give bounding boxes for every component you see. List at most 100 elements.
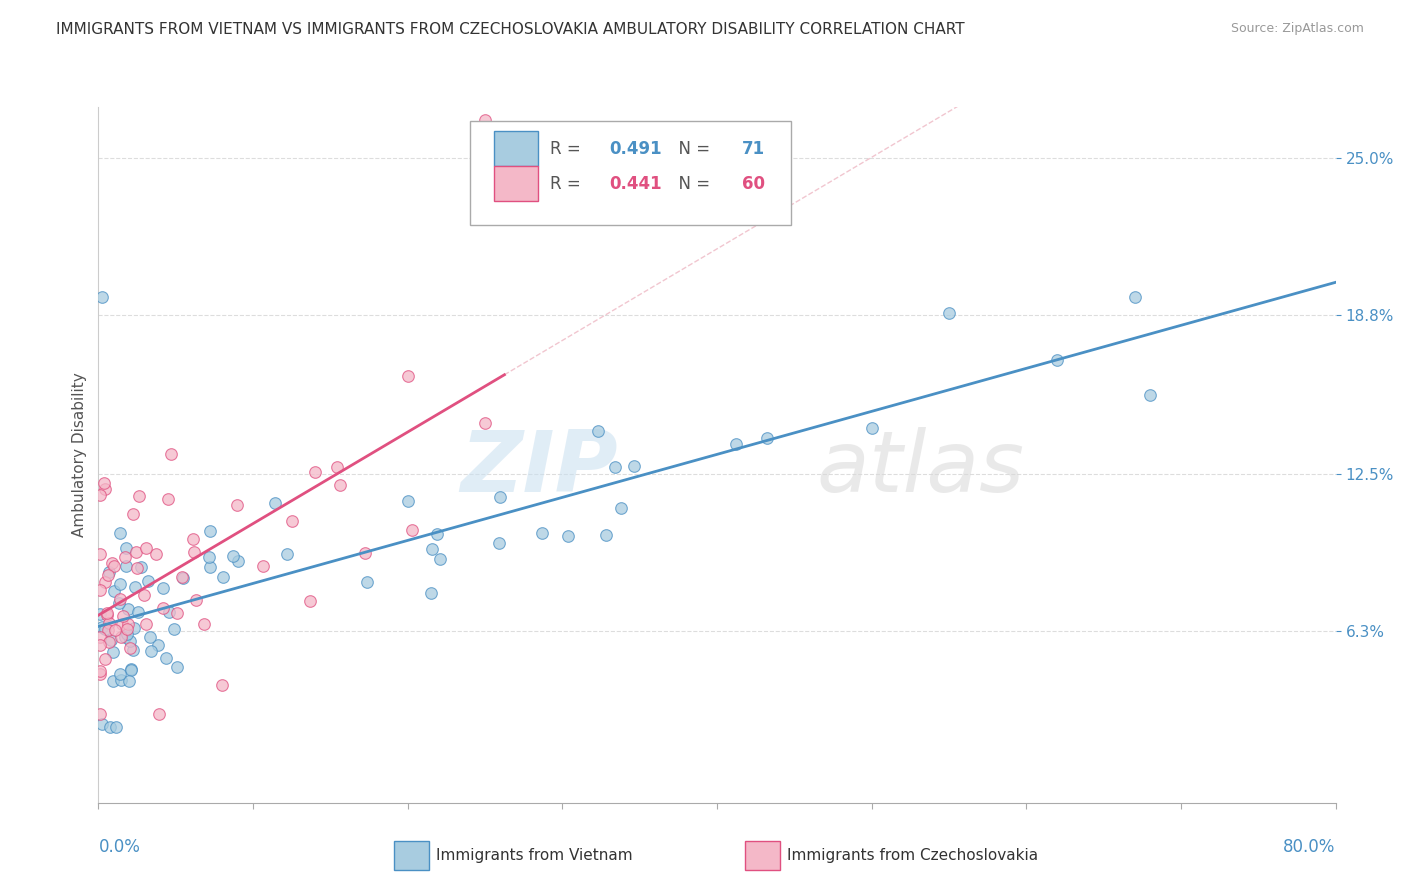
Point bbox=[1123, 290, 1146, 304]
Point bbox=[610, 501, 633, 516]
Text: Immigrants from Czechoslovakia: Immigrants from Czechoslovakia bbox=[787, 848, 1039, 863]
Point bbox=[129, 560, 152, 574]
Point bbox=[152, 581, 174, 595]
Point bbox=[429, 551, 451, 566]
Point bbox=[124, 621, 146, 635]
Text: 60: 60 bbox=[742, 175, 765, 193]
Point bbox=[166, 660, 188, 674]
Point bbox=[104, 623, 127, 637]
Point bbox=[138, 630, 160, 644]
Point bbox=[329, 478, 352, 492]
Point bbox=[163, 622, 186, 636]
Point bbox=[1046, 352, 1069, 367]
Point bbox=[193, 617, 215, 632]
Point bbox=[108, 666, 131, 681]
Point bbox=[159, 447, 181, 461]
Point bbox=[120, 661, 142, 675]
Point bbox=[127, 606, 149, 620]
Point bbox=[94, 622, 117, 636]
Text: 0.491: 0.491 bbox=[609, 140, 662, 158]
Point bbox=[623, 458, 645, 473]
Point bbox=[141, 644, 163, 658]
Point bbox=[396, 368, 419, 383]
Point bbox=[211, 569, 233, 583]
Point bbox=[166, 607, 188, 621]
Point bbox=[183, 545, 205, 559]
Point bbox=[112, 609, 135, 624]
Point bbox=[111, 616, 134, 631]
Point bbox=[98, 565, 121, 579]
Point bbox=[197, 549, 219, 564]
Point bbox=[1139, 387, 1161, 401]
Text: ZIP: ZIP bbox=[460, 427, 619, 510]
Point bbox=[108, 591, 131, 606]
Point bbox=[595, 528, 617, 542]
Point bbox=[114, 550, 136, 565]
Point bbox=[252, 558, 274, 573]
Point bbox=[108, 525, 131, 540]
Point bbox=[108, 577, 131, 591]
Point bbox=[117, 617, 139, 632]
Point bbox=[152, 601, 174, 615]
Point bbox=[198, 524, 221, 538]
Point bbox=[276, 547, 298, 561]
Point bbox=[755, 431, 778, 445]
Point bbox=[170, 569, 193, 583]
Point bbox=[97, 623, 120, 637]
Point bbox=[488, 536, 510, 550]
Point bbox=[115, 627, 138, 641]
Point bbox=[122, 507, 145, 521]
Point bbox=[91, 290, 114, 304]
Point bbox=[98, 720, 121, 734]
Point bbox=[420, 585, 443, 599]
Point bbox=[422, 541, 444, 556]
Point bbox=[96, 606, 118, 620]
Point bbox=[96, 567, 118, 582]
Point bbox=[725, 436, 748, 450]
Point bbox=[101, 556, 124, 570]
Text: R =: R = bbox=[550, 140, 586, 158]
Point bbox=[89, 547, 111, 561]
Point bbox=[172, 570, 194, 584]
Point bbox=[98, 616, 121, 631]
Point bbox=[104, 720, 127, 734]
Point bbox=[938, 306, 960, 320]
Point bbox=[136, 574, 159, 588]
Point bbox=[155, 651, 177, 665]
Point bbox=[474, 416, 496, 430]
Point bbox=[94, 652, 117, 666]
Text: 0.441: 0.441 bbox=[609, 175, 662, 193]
Y-axis label: Ambulatory Disability: Ambulatory Disability bbox=[72, 373, 87, 537]
Point bbox=[474, 112, 496, 127]
Point bbox=[226, 554, 249, 568]
Point bbox=[94, 574, 117, 589]
Point bbox=[132, 588, 155, 602]
Text: N =: N = bbox=[668, 175, 714, 193]
Text: Immigrants from Vietnam: Immigrants from Vietnam bbox=[436, 848, 633, 863]
Point bbox=[90, 620, 112, 634]
Point bbox=[103, 583, 125, 598]
Point bbox=[281, 514, 304, 528]
Text: atlas: atlas bbox=[815, 427, 1024, 510]
Point bbox=[89, 638, 111, 652]
Point bbox=[89, 667, 111, 681]
Point bbox=[489, 490, 512, 504]
Point bbox=[325, 460, 347, 475]
FancyBboxPatch shape bbox=[470, 121, 792, 226]
Point bbox=[222, 549, 245, 563]
Text: 0.0%: 0.0% bbox=[98, 838, 141, 855]
Point bbox=[125, 544, 148, 558]
Point bbox=[115, 541, 138, 556]
Point bbox=[110, 673, 132, 687]
Point bbox=[299, 594, 322, 608]
Point bbox=[156, 492, 179, 507]
Point bbox=[184, 593, 207, 607]
Text: 80.0%: 80.0% bbox=[1284, 838, 1336, 855]
Point bbox=[97, 635, 120, 649]
Point bbox=[135, 541, 157, 555]
Point bbox=[426, 527, 449, 541]
Point bbox=[353, 546, 375, 560]
Point bbox=[103, 645, 125, 659]
Point bbox=[264, 495, 287, 509]
Point bbox=[100, 632, 122, 647]
